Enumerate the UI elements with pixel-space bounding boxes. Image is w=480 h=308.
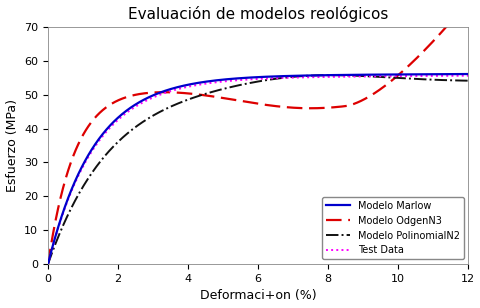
Y-axis label: Esfuerzo (MPa): Esfuerzo (MPa)	[6, 99, 19, 192]
X-axis label: Deformaci+on (%): Deformaci+on (%)	[200, 290, 316, 302]
Legend: Modelo Marlow, Modelo OdgenN3, Modelo PolinomialN2, Test Data: Modelo Marlow, Modelo OdgenN3, Modelo Po…	[321, 197, 463, 259]
Title: Evaluación de modelos reológicos: Evaluación de modelos reológicos	[128, 6, 387, 22]
